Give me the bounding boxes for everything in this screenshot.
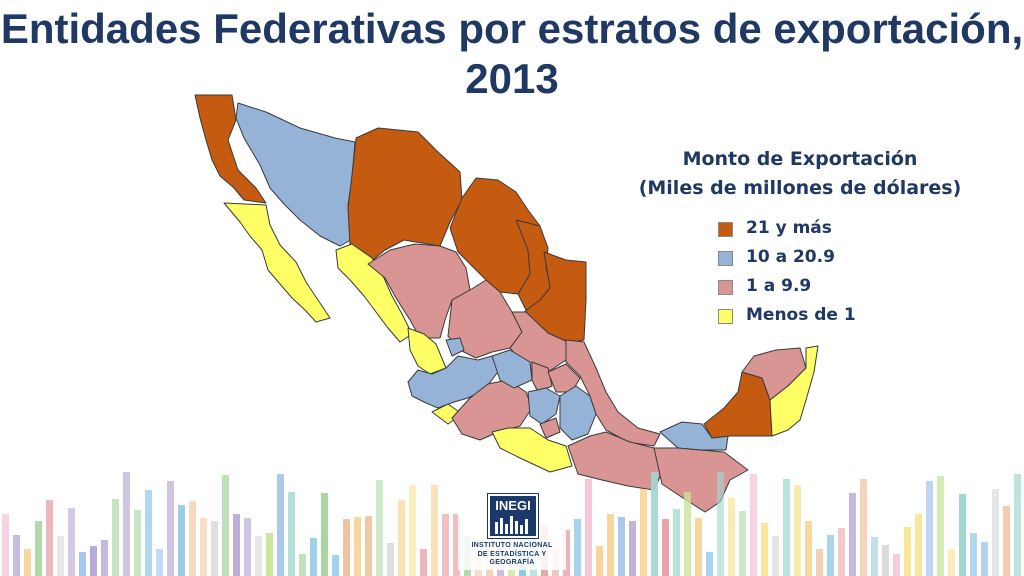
inegi-logo-mark: INEGI xyxy=(488,494,538,538)
region-sonora[interactable] xyxy=(235,102,359,247)
region-chiapas[interactable] xyxy=(653,447,749,513)
region-guerrero[interactable] xyxy=(491,427,573,473)
region-hidalgo[interactable] xyxy=(547,363,581,393)
region-quintana-roo[interactable] xyxy=(769,345,819,437)
logo-bars-icon xyxy=(495,516,528,534)
region-veracruz[interactable] xyxy=(565,339,661,447)
region-aguascalientes[interactable] xyxy=(445,337,465,357)
logo-line1: INSTITUTO NACIONAL xyxy=(471,542,553,549)
logo-name: INEGI xyxy=(495,498,531,513)
legend-label: 21 y más xyxy=(746,218,832,238)
region-puebla[interactable] xyxy=(559,385,597,441)
legend-label: 1 a 9.9 xyxy=(746,276,812,296)
legend-swatch xyxy=(718,251,733,266)
region-chihuahua[interactable] xyxy=(347,127,463,265)
region-baja-california-sur[interactable] xyxy=(223,202,331,323)
legend-swatch xyxy=(718,222,733,237)
legend-heading-line1: Monto de Exportación xyxy=(682,148,918,170)
region-baja-california[interactable] xyxy=(194,94,267,204)
legend-label: 10 a 20.9 xyxy=(746,247,835,267)
region-campeche[interactable] xyxy=(703,371,773,439)
legend-label: Menos de 1 xyxy=(746,305,856,325)
logo-line2: DE ESTADÍSTICA Y GEOGRAFÍA xyxy=(477,551,547,566)
inegi-logo: INEGI INSTITUTO NACIONAL DE ESTADÍSTICA … xyxy=(458,490,566,570)
legend-swatch xyxy=(718,309,733,324)
legend-heading: Monto de Exportación (Miles de millones … xyxy=(620,145,980,203)
legend-swatch xyxy=(718,280,733,295)
legend-heading-line2: (Miles de millones de dólares) xyxy=(638,177,962,199)
region-estado-de-mexico[interactable] xyxy=(527,387,561,425)
page-title: Entidades Federativas por estratos de ex… xyxy=(0,5,1024,102)
region-morelos[interactable] xyxy=(539,417,561,439)
